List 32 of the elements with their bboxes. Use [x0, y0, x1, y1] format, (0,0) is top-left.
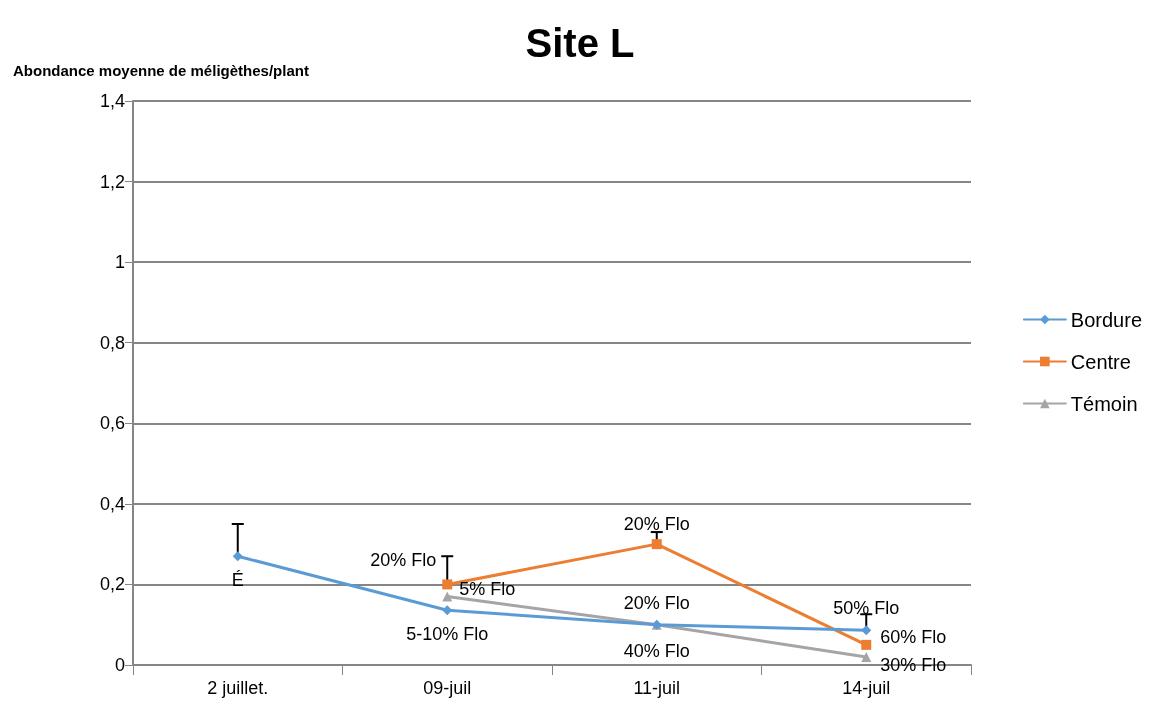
x-tick-label: 2 juillet.: [207, 678, 269, 698]
legend-label: Centre: [1070, 350, 1131, 373]
legend-label: Témoin: [1070, 392, 1138, 415]
y-axis-title: Abondance moyenne de méligèthes/plant: [13, 62, 309, 79]
y-tick-label: 0,8: [99, 332, 125, 353]
chart-title: Site L: [525, 21, 635, 65]
annotation: 40% Flo: [623, 640, 690, 661]
y-tick-label: 0,6: [99, 413, 125, 434]
annotation: 5% Flo: [459, 578, 516, 599]
x-tick-label: 11-juil: [633, 678, 681, 698]
x-tick-label: 09-juil: [423, 678, 472, 698]
y-tick-label: 0: [114, 655, 125, 675]
point: [232, 551, 243, 562]
annotation: 60% Flo: [880, 626, 947, 647]
y-tick-label: 1,4: [99, 91, 125, 111]
point: [861, 639, 872, 650]
annotation: 20% Flo: [623, 514, 690, 535]
point: [861, 625, 872, 636]
y-tick-label: 1,2: [99, 171, 125, 192]
point: [442, 579, 453, 590]
annotation: 20% Flo: [370, 550, 437, 571]
y-tick-label: 0,2: [99, 574, 125, 595]
y-tick-label: 1: [114, 252, 125, 273]
legend-label: Bordure: [1070, 308, 1142, 331]
annotation: 20% Flo: [623, 592, 690, 613]
annotation: 30% Flo: [880, 654, 947, 675]
annotation: 50% Flo: [833, 598, 900, 619]
y-tick-label: 0,4: [99, 493, 125, 514]
x-tick-label: 14-juil: [842, 678, 891, 698]
annotation: 5-10% Flo: [406, 624, 489, 645]
annotation: É: [231, 570, 244, 591]
point: [651, 539, 662, 550]
